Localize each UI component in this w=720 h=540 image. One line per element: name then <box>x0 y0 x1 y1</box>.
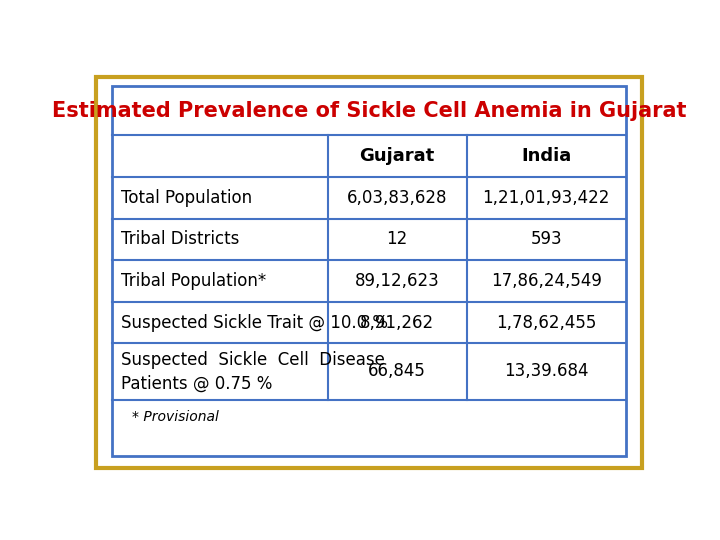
Text: India: India <box>521 147 571 165</box>
Text: Suspected  Sickle  Cell  Disease
Patients @ 0.75 %: Suspected Sickle Cell Disease Patients @… <box>121 350 384 392</box>
Text: Estimated Prevalence of Sickle Cell Anemia in Gujarat: Estimated Prevalence of Sickle Cell Anem… <box>52 100 686 120</box>
Text: 6,03,83,628: 6,03,83,628 <box>347 189 448 207</box>
Text: Gujarat: Gujarat <box>359 147 435 165</box>
Text: 13,39.684: 13,39.684 <box>504 362 588 381</box>
Text: 12: 12 <box>387 231 408 248</box>
Text: 17,86,24,549: 17,86,24,549 <box>490 272 601 290</box>
Text: 1,78,62,455: 1,78,62,455 <box>496 314 596 332</box>
Text: 8,91,262: 8,91,262 <box>360 314 434 332</box>
Text: * Provisional: * Provisional <box>132 410 219 424</box>
FancyBboxPatch shape <box>112 85 626 456</box>
Text: Tribal Population*: Tribal Population* <box>121 272 266 290</box>
Text: 89,12,623: 89,12,623 <box>355 272 440 290</box>
Text: Tribal Districts: Tribal Districts <box>121 231 239 248</box>
Text: Total Population: Total Population <box>121 189 252 207</box>
Text: 1,21,01,93,422: 1,21,01,93,422 <box>482 189 610 207</box>
Text: 593: 593 <box>531 231 562 248</box>
Text: Suspected Sickle Trait @ 10.0 %: Suspected Sickle Trait @ 10.0 % <box>121 314 387 332</box>
Text: 66,845: 66,845 <box>369 362 426 381</box>
